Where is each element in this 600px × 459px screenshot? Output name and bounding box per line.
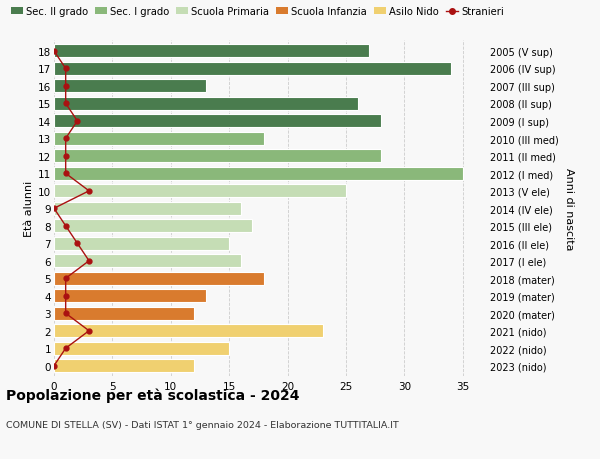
Bar [54, 185, 346, 198]
Bar [54, 98, 358, 111]
Bar [54, 342, 229, 355]
Bar [54, 168, 463, 180]
Text: Popolazione per età scolastica - 2024: Popolazione per età scolastica - 2024 [6, 388, 299, 403]
Bar [54, 45, 369, 58]
Bar [54, 220, 253, 233]
Bar [54, 237, 229, 250]
Y-axis label: Anni di nascita: Anni di nascita [565, 168, 574, 250]
Bar [54, 150, 381, 163]
Bar [54, 307, 194, 320]
Bar [54, 80, 206, 93]
Bar [54, 272, 264, 285]
Bar [54, 115, 381, 128]
Bar [54, 325, 323, 337]
Bar [54, 63, 451, 76]
Text: COMUNE DI STELLA (SV) - Dati ISTAT 1° gennaio 2024 - Elaborazione TUTTITALIA.IT: COMUNE DI STELLA (SV) - Dati ISTAT 1° ge… [6, 420, 399, 429]
Bar [54, 290, 206, 302]
Bar [54, 255, 241, 268]
Bar [54, 359, 194, 372]
Bar [54, 202, 241, 215]
Bar [54, 133, 264, 146]
Y-axis label: Età alunni: Età alunni [24, 181, 34, 237]
Legend: Sec. II grado, Sec. I grado, Scuola Primaria, Scuola Infanzia, Asilo Nido, Stran: Sec. II grado, Sec. I grado, Scuola Prim… [11, 7, 503, 17]
